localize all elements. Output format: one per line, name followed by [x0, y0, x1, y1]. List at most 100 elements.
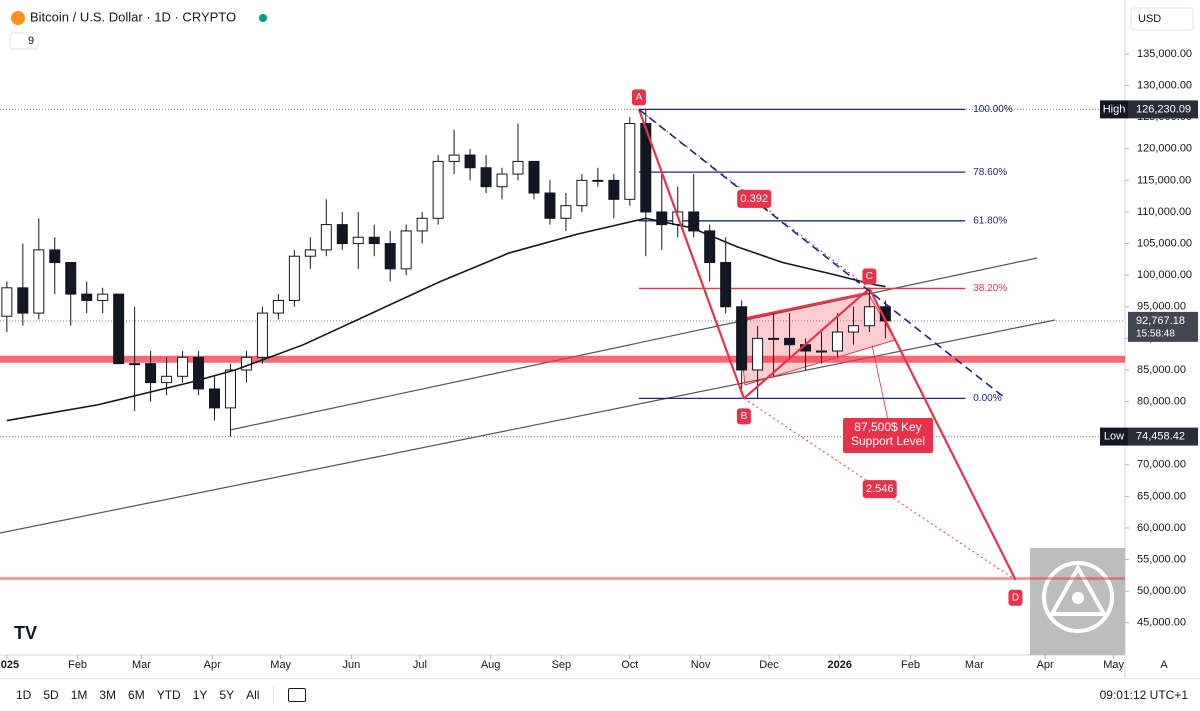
- range-button[interactable]: 1D: [16, 688, 32, 702]
- range-button[interactable]: YTD: [156, 688, 181, 702]
- candle-body: [816, 350, 828, 353]
- x-tick-label: 2026: [828, 659, 852, 671]
- range-button[interactable]: 5D: [43, 688, 59, 702]
- chart: TV Bitcoin / U.S. Dollar · 1D · CRYPTO 9…: [0, 0, 1200, 678]
- x-tick-label: Jul: [413, 659, 427, 671]
- y-tick-label: 100,000.00: [1137, 269, 1192, 281]
- candle-body: [432, 160, 444, 219]
- candle-body: [81, 293, 93, 301]
- range-button[interactable]: 3M: [99, 688, 117, 702]
- point-box: [631, 89, 646, 106]
- candle-body: [368, 236, 380, 245]
- candle-body: [145, 363, 157, 384]
- candle-body: [113, 293, 125, 365]
- pattern-leg: [743, 287, 871, 400]
- ratio-box: [862, 480, 897, 499]
- candle-body: [784, 337, 796, 346]
- x-tick-label: May: [1103, 659, 1124, 671]
- y-tick-label: 110,000.00: [1137, 206, 1191, 218]
- candle-body: [768, 337, 780, 340]
- x-tick-label: Apr: [204, 659, 221, 671]
- ratio-label: 0.392: [740, 193, 768, 205]
- candle-body: [688, 211, 700, 232]
- x-tick-label: 2025: [0, 659, 19, 671]
- separator: [273, 686, 275, 704]
- point-label: C: [866, 271, 873, 282]
- y-tick-label: 55,000.00: [1137, 553, 1186, 565]
- y-tick-label: 135,000.00: [1137, 48, 1192, 60]
- point-box: [736, 408, 751, 425]
- logo-triangle: [1048, 563, 1108, 616]
- candle-body: [209, 388, 221, 409]
- y-tick-label: 105,000.00: [1137, 237, 1192, 249]
- candle-body: [656, 211, 668, 226]
- logo-circle: [1042, 561, 1114, 633]
- fib-label: 38.20%: [973, 283, 1007, 294]
- ratio-box: [737, 189, 772, 208]
- y-tick-label: 70,000.00: [1137, 459, 1186, 471]
- low-text-box: [1100, 427, 1128, 446]
- candle-body: [272, 299, 284, 314]
- moving-average: [6, 217, 886, 422]
- low-value-box: [1128, 427, 1198, 446]
- candle-body: [863, 306, 875, 327]
- candle-body: [528, 160, 540, 194]
- candle-body: [129, 363, 141, 366]
- tv-logo: TV: [14, 623, 37, 643]
- candle-body: [496, 173, 508, 188]
- point-label: A: [636, 92, 643, 103]
- high-value-box: [1128, 100, 1198, 119]
- y-tick-label: 45,000.00: [1137, 617, 1186, 629]
- x-tick-label: Apr: [1037, 659, 1054, 671]
- date-range-icon[interactable]: [288, 688, 307, 702]
- candle-body: [384, 243, 396, 270]
- candle-body: [624, 122, 636, 200]
- candle-body: [560, 205, 572, 219]
- candle-body: [448, 154, 460, 162]
- range-button[interactable]: 6M: [128, 688, 145, 702]
- low-value: 74,458.42: [1136, 430, 1185, 442]
- pattern-leg: [637, 109, 745, 399]
- range-button[interactable]: 1M: [70, 688, 88, 702]
- candle-body: [161, 375, 173, 384]
- range-button[interactable]: 1Y: [192, 688, 208, 702]
- x-tick-label: Sep: [552, 659, 572, 671]
- currency-box[interactable]: [1130, 7, 1194, 31]
- y-tick-label: 120,000.00: [1137, 143, 1192, 155]
- candle-body: [512, 160, 524, 175]
- fib-label: 78.60%: [973, 167, 1007, 178]
- candle-body: [608, 179, 620, 200]
- status-dot[interactable]: [259, 14, 267, 22]
- x-tick-label: Oct: [621, 659, 638, 671]
- candle-body: [544, 192, 556, 219]
- candle-body: [831, 331, 843, 352]
- point-label: B: [741, 411, 748, 422]
- fib-label: 100.00%: [973, 104, 1013, 115]
- candle-body: [177, 356, 189, 377]
- support-note: Support Level: [851, 434, 925, 448]
- background: [0, 0, 1200, 678]
- support-note: 87,500$ Key: [854, 420, 921, 434]
- x-tick-label: Mar: [965, 659, 984, 671]
- indicator-count[interactable]: 9: [28, 35, 34, 47]
- scale-mode: A: [1160, 659, 1168, 671]
- candle-body: [97, 293, 109, 301]
- candle-body: [480, 167, 492, 188]
- channel-line: [229, 257, 1038, 431]
- low-text: Low: [1104, 430, 1124, 442]
- candle-body: [336, 224, 348, 245]
- candle-body: [592, 179, 604, 182]
- x-tick-label: Jun: [343, 659, 361, 671]
- indicator-box[interactable]: [9, 32, 39, 50]
- candle-body: [704, 230, 716, 264]
- currency[interactable]: USD: [1138, 13, 1161, 25]
- x-tick-label: Feb: [68, 659, 87, 671]
- candle-body: [640, 122, 652, 213]
- fib-label: 0.00%: [973, 393, 1001, 404]
- range-button[interactable]: All: [246, 688, 260, 702]
- toolbar: 1D 5D 1M 3M 6M YTD 1Y 5Y All 09:01:12 UT…: [0, 678, 1200, 711]
- x-tick-label: Nov: [691, 659, 711, 671]
- range-button[interactable]: 5Y: [219, 688, 235, 702]
- pattern-leg: [868, 287, 1017, 581]
- high-value: 126,230.09: [1136, 103, 1191, 115]
